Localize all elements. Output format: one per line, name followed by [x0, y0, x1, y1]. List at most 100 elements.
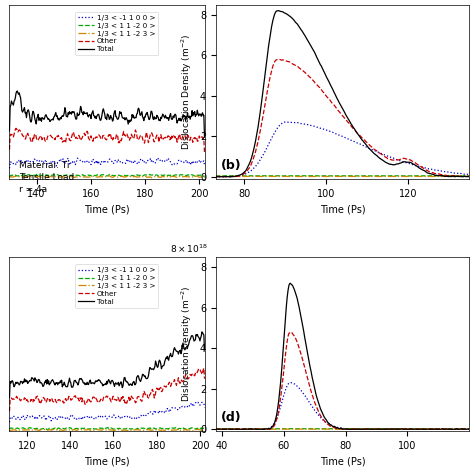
1/3 < 1 1 -2 0 >	[404, 173, 410, 179]
Total	[183, 345, 189, 350]
1/3 < 1 1 -2 0 >	[328, 173, 334, 179]
Other	[122, 400, 128, 406]
1/3 < 1 1 -2 3 >	[363, 426, 369, 432]
X-axis label: Time (Ps): Time (Ps)	[319, 456, 365, 466]
1/3 < 1 1 -2 0 >	[278, 173, 284, 179]
1/3 < 1 1 -2 0 >	[123, 173, 129, 178]
Other	[279, 389, 284, 395]
Other	[7, 398, 13, 403]
1/3 < 1 1 -2 3 >	[123, 174, 128, 180]
Other	[172, 134, 177, 140]
1/3 < 1 1 -2 3 >	[362, 173, 368, 179]
1/3 < 1 1 -2 3 >	[123, 428, 128, 433]
Line: 1/3 < -1 1 0 0 >: 1/3 < -1 1 0 0 >	[9, 402, 204, 422]
1/3 < 1 1 -2 3 >	[122, 427, 128, 433]
Other	[219, 174, 225, 180]
Other	[201, 376, 207, 382]
1/3 < 1 1 -2 0 >	[104, 425, 110, 430]
Text: $8\times10^{18}$: $8\times10^{18}$	[170, 0, 208, 3]
1/3 < -1 1 0 0 >	[126, 159, 132, 164]
1/3 < 1 1 -2 3 >	[184, 428, 190, 433]
Other	[213, 426, 219, 432]
Total	[199, 329, 205, 335]
1/3 < 1 1 -2 3 >	[258, 173, 264, 179]
1/3 < 1 1 -2 3 >	[213, 426, 219, 432]
1/3 < 1 1 -2 3 >	[315, 426, 321, 432]
Other	[328, 99, 334, 105]
1/3 < 1 1 -2 3 >	[123, 174, 129, 180]
Total	[404, 159, 410, 165]
Other	[123, 131, 129, 137]
1/3 < 1 1 -2 0 >	[185, 426, 191, 432]
Other	[126, 394, 132, 400]
1/3 < -1 1 0 0 >	[466, 173, 472, 178]
Text: $8\times10^{18}$: $8\times10^{18}$	[170, 243, 208, 255]
1/3 < -1 1 0 0 >	[7, 161, 13, 166]
1/3 < -1 1 0 0 >	[213, 427, 219, 432]
Other	[328, 424, 334, 429]
1/3 < -1 1 0 0 >	[123, 161, 128, 166]
Total	[258, 426, 264, 432]
Line: Total: Total	[216, 283, 469, 429]
1/3 < 1 1 -2 3 >	[258, 426, 264, 432]
Other	[201, 150, 207, 155]
Line: Other: Other	[216, 59, 469, 177]
1/3 < 1 1 -2 3 >	[466, 174, 472, 180]
1/3 < 1 1 -2 0 >	[278, 426, 284, 431]
Line: Other: Other	[9, 368, 204, 411]
Other	[383, 155, 389, 160]
Total	[201, 134, 207, 140]
1/3 < 1 1 -2 0 >	[328, 426, 333, 431]
Other	[171, 379, 177, 384]
Line: 1/3 < 1 1 -2 0 >: 1/3 < 1 1 -2 0 >	[9, 428, 204, 429]
1/3 < -1 1 0 0 >	[328, 423, 334, 428]
Other	[201, 365, 207, 371]
Total	[213, 174, 219, 180]
1/3 < 1 1 -2 3 >	[7, 428, 12, 434]
1/3 < 1 1 -2 3 >	[7, 175, 12, 181]
1/3 < 1 1 -2 0 >	[382, 426, 388, 431]
Total	[172, 112, 177, 118]
1/3 < -1 1 0 0 >	[7, 165, 12, 171]
1/3 < -1 1 0 0 >	[278, 121, 284, 127]
X-axis label: Time (Ps): Time (Ps)	[84, 204, 130, 214]
Other	[7, 133, 13, 138]
Other	[7, 147, 12, 153]
Total	[184, 114, 190, 120]
Other	[213, 174, 219, 180]
Total	[383, 427, 389, 432]
Text: (b): (b)	[221, 159, 241, 172]
Other	[363, 139, 369, 145]
Other	[183, 374, 189, 380]
1/3 < 1 1 -2 3 >	[126, 427, 132, 433]
1/3 < 1 1 -2 0 >	[127, 173, 132, 179]
Total	[258, 107, 264, 112]
Line: Total: Total	[9, 332, 204, 398]
1/3 < 1 1 -2 0 >	[7, 425, 13, 431]
Y-axis label: Dislocation Density (m$^{-2}$): Dislocation Density (m$^{-2}$)	[180, 34, 194, 150]
1/3 < 1 1 -2 0 >	[184, 173, 190, 178]
1/3 < -1 1 0 0 >	[122, 414, 128, 419]
1/3 < 1 1 -2 3 >	[106, 173, 111, 179]
Total	[328, 422, 334, 428]
1/3 < 1 1 -2 3 >	[201, 175, 207, 181]
1/3 < 1 1 -2 0 >	[461, 426, 466, 431]
1/3 < 1 1 -2 3 >	[405, 426, 410, 432]
X-axis label: Time (Ps): Time (Ps)	[319, 204, 365, 214]
Total	[275, 8, 281, 14]
Text: Material: Ti
Tensile Load
r = 4a: Material: Ti Tensile Load r = 4a	[19, 162, 74, 194]
Text: (d): (d)	[221, 411, 241, 424]
Total	[7, 128, 12, 134]
1/3 < -1 1 0 0 >	[155, 155, 160, 161]
Total	[7, 104, 13, 110]
1/3 < -1 1 0 0 >	[7, 415, 13, 421]
1/3 < -1 1 0 0 >	[282, 119, 288, 125]
Other	[363, 427, 369, 432]
Line: Total: Total	[216, 11, 469, 177]
1/3 < 1 1 -2 0 >	[123, 173, 128, 179]
Line: Total: Total	[9, 91, 204, 137]
1/3 < -1 1 0 0 >	[201, 404, 207, 410]
1/3 < -1 1 0 0 >	[405, 427, 410, 432]
1/3 < 1 1 -2 0 >	[404, 426, 410, 431]
Line: 1/3 < 1 1 -2 0 >: 1/3 < 1 1 -2 0 >	[9, 174, 204, 177]
